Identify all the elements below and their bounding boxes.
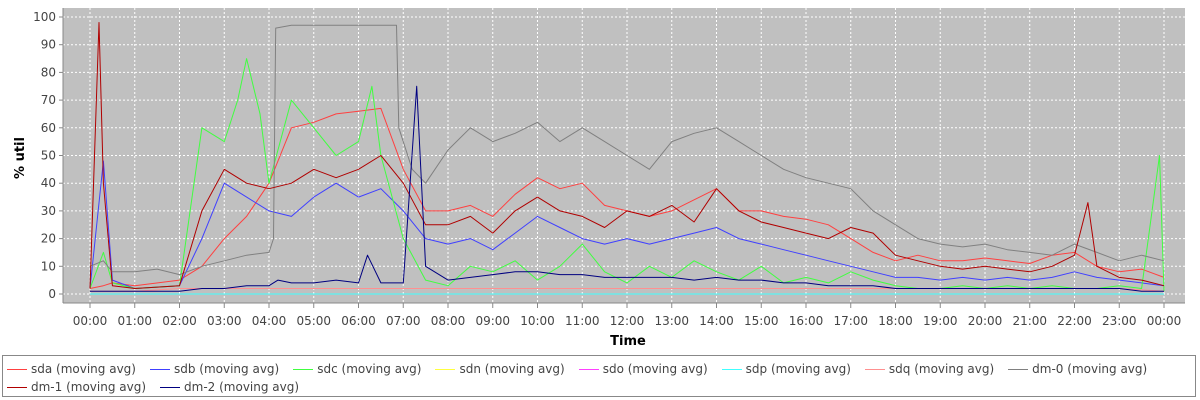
y-tick-label: 10 <box>41 259 56 273</box>
x-tick-label: 18:00 <box>878 314 913 328</box>
x-tick-label: 02:00 <box>162 314 197 328</box>
y-axis-title: % util <box>13 137 28 179</box>
legend-item: sdo (moving avg) <box>578 360 708 378</box>
series-line-dm-1 <box>89 22 1165 289</box>
y-tick-label: 0 <box>48 287 56 301</box>
legend-label: sda (moving avg) <box>31 362 136 376</box>
y-tick-label: 40 <box>41 176 56 190</box>
legend-label: dm-1 (moving avg) <box>31 380 147 394</box>
legend-swatch <box>578 368 599 370</box>
legend-item: sda (moving avg) <box>7 360 136 378</box>
legend-label: sdq (moving avg) <box>888 362 995 376</box>
legend-item: sdq (moving avg) <box>864 360 995 378</box>
legend-swatch <box>1008 368 1029 370</box>
series-line-dm-2 <box>90 85 1164 292</box>
x-tick-label: 16:00 <box>789 314 824 328</box>
x-tick-label: 22:00 <box>1057 314 1092 328</box>
y-tick-label: 90 <box>41 38 56 52</box>
series-line-sdc <box>89 58 1165 292</box>
x-tick-label: 11:00 <box>565 314 600 328</box>
legend-item: sdc (moving avg) <box>293 360 421 378</box>
x-tick-label: 20:00 <box>968 314 1003 328</box>
x-tick-label: 04:00 <box>252 314 287 328</box>
x-tick-label: 01:00 <box>117 314 152 328</box>
legend-label: sdn (moving avg) <box>459 362 565 376</box>
legend-item: sdb (moving avg) <box>149 360 280 378</box>
x-axis-title: Time <box>610 334 646 349</box>
legend-item: dm-2 (moving avg) <box>160 378 299 396</box>
series-line-dm-0 <box>89 24 1165 276</box>
legend-item: dm-1 (moving avg) <box>7 378 146 396</box>
legend-item: sdp (moving avg) <box>721 360 851 378</box>
x-tick-label: 19:00 <box>923 314 958 328</box>
x-tick-label: 00:00 <box>73 314 108 328</box>
legend-item: dm-0 (moving avg) <box>1008 360 1147 378</box>
legend-swatch <box>864 368 885 370</box>
legend-item: sdn (moving avg) <box>435 360 565 378</box>
x-tick-label: 09:00 <box>475 314 510 328</box>
y-tick-label: 30 <box>41 204 56 218</box>
x-tick-label: 12:00 <box>610 314 645 328</box>
x-tick-label: 06:00 <box>341 314 376 328</box>
x-tick-label: 00:00 <box>1147 314 1182 328</box>
legend-swatch <box>160 386 181 388</box>
legend-label: sdo (moving avg) <box>602 362 708 376</box>
series-line-sdb <box>89 160 1165 289</box>
y-tick-label: 80 <box>41 65 56 79</box>
series-lines <box>89 22 1165 295</box>
x-tick-label: 14:00 <box>699 314 734 328</box>
legend-label: sdb (moving avg) <box>173 362 280 376</box>
y-tick-label: 60 <box>41 121 56 135</box>
legend-swatch <box>149 368 170 370</box>
chart-legend: sda (moving avg) sdb (moving avg) sdc (mov… <box>2 355 1196 397</box>
y-tick-label: 100 <box>33 10 56 24</box>
legend-label: dm-0 (moving avg) <box>1032 362 1148 376</box>
legend-swatch <box>7 386 27 388</box>
y-axis-ticks: 0 10 20 30 40 50 60 70 80 90 100 <box>33 10 63 301</box>
x-axis-ticks: 00:00 01:00 02:00 03:00 04:00 05:00 06:00 07:00… <box>73 303 1182 328</box>
legend-label: dm-2 (moving avg) <box>184 380 300 394</box>
x-tick-label: 15:00 <box>744 314 779 328</box>
legend-swatch <box>721 368 742 370</box>
grid-lines <box>63 8 1185 303</box>
y-tick-label: 20 <box>41 232 56 246</box>
x-tick-label: 21:00 <box>1012 314 1047 328</box>
legend-swatch <box>7 368 27 370</box>
x-tick-label: 07:00 <box>386 314 421 328</box>
legend-swatch <box>293 368 314 370</box>
line-chart: 0 10 20 30 40 50 60 70 80 90 100 00:00 01:00 02:00 03… <box>13 8 1185 349</box>
x-tick-label: 17:00 <box>833 314 868 328</box>
x-tick-label: 05:00 <box>296 314 331 328</box>
x-tick-label: 03:00 <box>207 314 242 328</box>
y-tick-label: 50 <box>41 149 56 163</box>
x-tick-label: 08:00 <box>431 314 466 328</box>
x-tick-label: 23:00 <box>1102 314 1137 328</box>
legend-label: sdp (moving avg) <box>745 362 851 376</box>
legend-swatch <box>435 368 456 370</box>
x-tick-label: 13:00 <box>654 314 689 328</box>
y-tick-label: 70 <box>41 93 56 107</box>
x-tick-label: 10:00 <box>520 314 555 328</box>
legend-label: sdc (moving avg) <box>317 362 422 376</box>
